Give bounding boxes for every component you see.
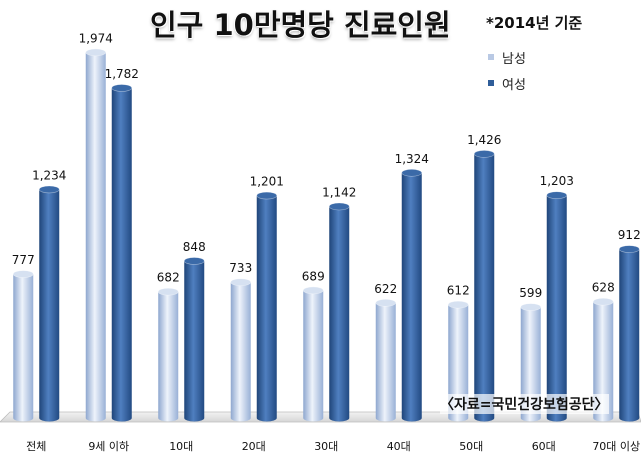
value-label-female-1: 1,782 <box>105 67 139 81</box>
x-tick-label-8: 70대 이상 <box>592 440 640 453</box>
x-tick-label-3: 20대 <box>242 440 266 453</box>
value-label-male-8: 628 <box>592 281 615 295</box>
x-tick-label-0: 전체 <box>26 440 46 453</box>
value-label-male-4: 689 <box>302 269 325 283</box>
legend-item-female: 여성 <box>488 70 526 96</box>
bar-female-7 <box>546 191 568 422</box>
bar-male-5 <box>375 299 397 422</box>
value-label-female-6: 1,426 <box>467 133 501 147</box>
value-label-female-0: 1,234 <box>32 168 66 182</box>
value-label-female-8: 912 <box>618 228 641 242</box>
value-labels-group: 777 1,234 1,974 1,782 682 848 733 1,201 689 1,142… <box>12 31 641 300</box>
bar-female-8 <box>618 245 640 422</box>
x-tick-labels-group: 전체 9세 이하 10대 20대 30대 40대 50대 60대 70대 이상 <box>26 439 640 453</box>
legend-label-male: 남성 <box>502 51 526 67</box>
value-label-male-1: 1,974 <box>79 31 113 45</box>
bars-group <box>12 48 640 422</box>
value-label-female-2: 848 <box>183 240 206 254</box>
bar-male-0 <box>12 270 34 422</box>
x-tick-label-6: 50대 <box>459 440 483 453</box>
legend: 남성 여성 <box>488 44 526 96</box>
bar-female-3 <box>256 191 278 422</box>
value-label-female-3: 1,201 <box>250 175 284 189</box>
value-label-female-4: 1,142 <box>322 186 356 200</box>
bar-male-1 <box>85 48 107 422</box>
bar-female-6 <box>473 150 495 422</box>
bar-female-5 <box>401 168 423 422</box>
bar-female-1 <box>111 84 133 422</box>
x-tick-label-5: 40대 <box>387 440 411 453</box>
value-label-male-3: 733 <box>229 261 252 275</box>
legend-item-male: 남성 <box>488 44 526 70</box>
bar-female-4 <box>328 202 350 422</box>
source-note: 〈자료=국민건강보험공단〉 <box>440 394 609 414</box>
value-label-female-7: 1,203 <box>540 174 574 188</box>
bar-female-0 <box>38 185 60 422</box>
bar-male-7 <box>520 303 542 422</box>
legend-label-female: 여성 <box>502 77 526 93</box>
chart-subtitle: *2014년 기준 <box>486 14 583 32</box>
bar-male-3 <box>230 278 252 422</box>
bar-female-2 <box>183 257 205 422</box>
bar-male-4 <box>302 286 324 422</box>
x-tick-label-2: 10대 <box>169 440 193 453</box>
legend-swatch-female <box>488 80 494 86</box>
bar-male-8 <box>592 297 614 422</box>
x-tick-label-1: 9세 이하 <box>88 439 129 453</box>
value-label-male-2: 682 <box>157 271 180 285</box>
x-tick-label-4: 30대 <box>314 440 338 453</box>
value-label-female-5: 1,324 <box>395 152 429 166</box>
value-label-male-5: 622 <box>374 282 397 296</box>
x-tick-label-7: 60대 <box>532 440 556 453</box>
value-label-male-7: 599 <box>519 286 542 300</box>
value-label-male-0: 777 <box>12 253 35 267</box>
value-label-male-6: 612 <box>447 284 470 298</box>
bar-male-6 <box>447 300 469 422</box>
legend-swatch-male <box>488 54 494 60</box>
bar-male-2 <box>157 287 179 422</box>
chart-title: 인구 10만명당 진료인원 <box>150 8 451 42</box>
